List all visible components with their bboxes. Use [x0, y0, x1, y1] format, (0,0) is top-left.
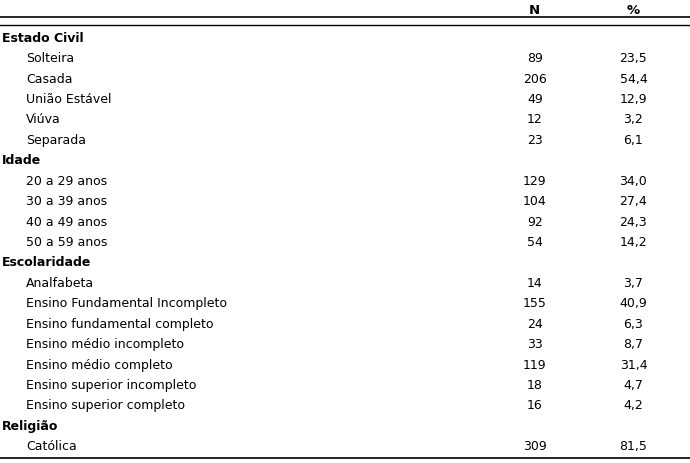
Text: Ensino médio completo: Ensino médio completo [26, 358, 172, 371]
Text: 54: 54 [526, 236, 543, 249]
Text: Religião: Religião [2, 419, 59, 432]
Text: 16: 16 [527, 399, 542, 412]
Text: 14,2: 14,2 [620, 236, 647, 249]
Text: 49: 49 [527, 93, 542, 106]
Text: 30 a 39 anos: 30 a 39 anos [26, 195, 108, 208]
Text: Separada: Separada [26, 133, 86, 147]
Text: 12: 12 [527, 113, 542, 126]
Text: Ensino superior incompleto: Ensino superior incompleto [26, 378, 197, 391]
Text: União Estável: União Estável [26, 93, 112, 106]
Text: 119: 119 [523, 358, 546, 371]
Text: 54,4: 54,4 [620, 72, 647, 85]
Text: Ensino Fundamental Incompleto: Ensino Fundamental Incompleto [26, 297, 227, 310]
Text: %: % [627, 5, 640, 18]
Text: 50 a 59 anos: 50 a 59 anos [26, 236, 108, 249]
Text: 4,2: 4,2 [624, 399, 643, 412]
Text: Estado Civil: Estado Civil [2, 31, 83, 44]
Text: 14: 14 [527, 276, 542, 289]
Text: Ensino médio incompleto: Ensino médio incompleto [26, 338, 184, 350]
Text: 3,7: 3,7 [624, 276, 643, 289]
Text: 40 a 49 anos: 40 a 49 anos [26, 215, 108, 228]
Text: 31,4: 31,4 [620, 358, 647, 371]
Text: 309: 309 [523, 439, 546, 452]
Text: 34,0: 34,0 [620, 175, 647, 188]
Text: 92: 92 [527, 215, 542, 228]
Text: 23: 23 [527, 133, 542, 147]
Text: 4,7: 4,7 [624, 378, 643, 391]
Text: Solteira: Solteira [26, 52, 75, 65]
Text: 89: 89 [526, 52, 543, 65]
Text: 6,3: 6,3 [624, 317, 643, 330]
Text: Casada: Casada [26, 72, 72, 85]
Text: 40,9: 40,9 [620, 297, 647, 310]
Text: Católica: Católica [26, 439, 77, 452]
Text: 24: 24 [527, 317, 542, 330]
Text: 3,2: 3,2 [624, 113, 643, 126]
Text: Idade: Idade [2, 154, 41, 167]
Text: 23,5: 23,5 [620, 52, 647, 65]
Text: Ensino superior completo: Ensino superior completo [26, 399, 185, 412]
Text: 6,1: 6,1 [624, 133, 643, 147]
Text: 12,9: 12,9 [620, 93, 647, 106]
Text: 129: 129 [523, 175, 546, 188]
Text: Ensino fundamental completo: Ensino fundamental completo [26, 317, 214, 330]
Text: 81,5: 81,5 [620, 439, 647, 452]
Text: Viúva: Viúva [26, 113, 61, 126]
Text: Escolaridade: Escolaridade [2, 256, 92, 269]
Text: 33: 33 [527, 338, 542, 350]
Text: Analfabeta: Analfabeta [26, 276, 95, 289]
Text: 18: 18 [526, 378, 543, 391]
Text: 104: 104 [523, 195, 546, 208]
Text: 20 a 29 anos: 20 a 29 anos [26, 175, 108, 188]
Text: N: N [529, 5, 540, 18]
Text: 155: 155 [523, 297, 546, 310]
Text: 8,7: 8,7 [624, 338, 643, 350]
Text: 27,4: 27,4 [620, 195, 647, 208]
Text: 24,3: 24,3 [620, 215, 647, 228]
Text: 206: 206 [523, 72, 546, 85]
